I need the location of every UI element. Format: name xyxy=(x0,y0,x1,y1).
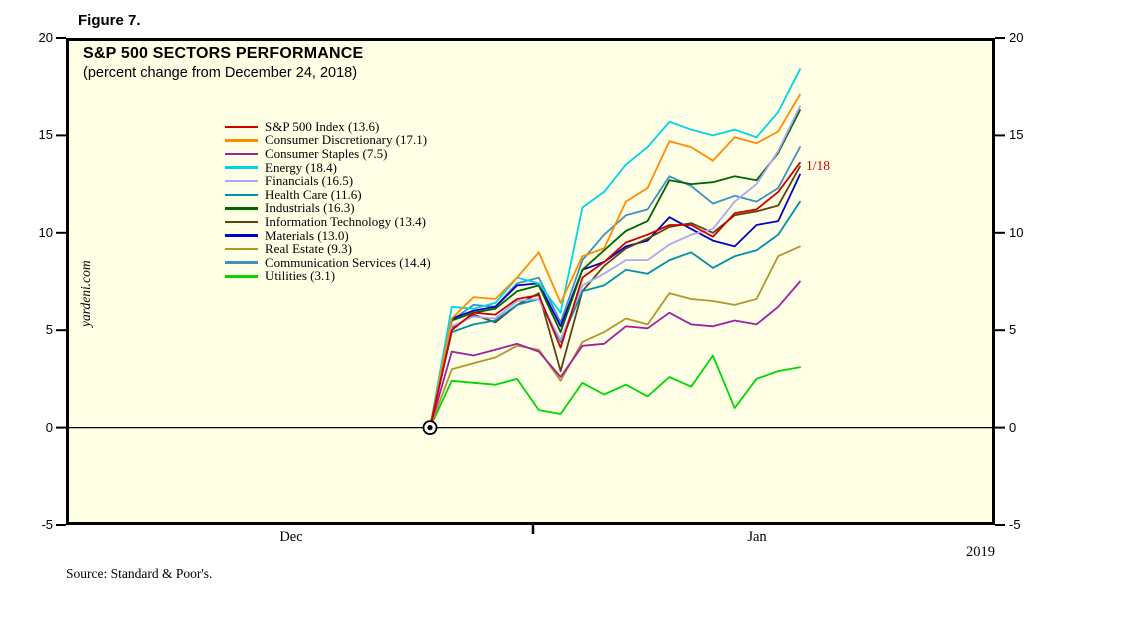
y-tick-label: 15 xyxy=(38,127,53,143)
legend: S&P 500 Index (13.6) Consumer Discretiona… xyxy=(225,118,431,284)
y-tick-label: 0 xyxy=(1009,419,1017,435)
legend-item: Health Care (11.6) xyxy=(225,186,431,202)
watermark: yardeni.com xyxy=(78,260,93,327)
legend-label: Information Technology (13.4) xyxy=(265,213,426,229)
y-axis-labels-right: 20 15 10 5 0 -5 xyxy=(1009,0,1049,621)
legend-line-swatch xyxy=(225,207,258,210)
chart-title-block: S&P 500 SECTORS PERFORMANCE (percent cha… xyxy=(83,45,363,81)
y-tick-label: 10 xyxy=(38,224,53,240)
x-axis-label-jan: Jan xyxy=(747,529,767,545)
legend-item: Information Technology (13.4) xyxy=(225,213,431,229)
x-axis-label-dec: Dec xyxy=(279,529,303,545)
legend-label: S&P 500 Index (13.6) xyxy=(265,118,380,134)
legend-item: S&P 500 Index (13.6) xyxy=(225,118,431,134)
chart-subtitle: (percent change from December 24, 2018) xyxy=(83,65,358,81)
legend-line-swatch xyxy=(225,166,258,169)
legend-label: Communication Services (14.4) xyxy=(265,254,431,270)
legend-label: Materials (13.0) xyxy=(265,227,349,243)
x-axis-year-label: 2019 xyxy=(966,544,995,560)
legend-item: Consumer Staples (7.5) xyxy=(225,145,431,161)
legend-item: Energy (18.4) xyxy=(225,159,431,175)
legend-label: Consumer Staples (7.5) xyxy=(265,145,388,161)
legend-item: Communication Services (14.4) xyxy=(225,254,431,270)
legend-item: Consumer Discretionary (17.1) xyxy=(225,132,431,148)
legend-label: Energy (18.4) xyxy=(265,159,337,175)
y-tick-label: 0 xyxy=(45,419,53,435)
source-note: Source: Standard & Poor's. xyxy=(66,566,213,581)
y-tick-label: 10 xyxy=(1009,224,1024,240)
legend-label: Consumer Discretionary (17.1) xyxy=(265,132,428,148)
legend-line-swatch xyxy=(225,193,258,197)
y-tick-label: -5 xyxy=(41,517,53,532)
last-date-annotation: 1/18 xyxy=(806,158,831,173)
legend-label: Utilities (3.1) xyxy=(265,268,336,284)
y-tick-label: 15 xyxy=(1009,127,1024,143)
chart-title: S&P 500 SECTORS PERFORMANCE xyxy=(83,45,364,62)
legend-item: Industrials (16.3) xyxy=(225,200,431,216)
legend-label: Health Care (11.6) xyxy=(265,186,362,202)
legend-item: Utilities (3.1) xyxy=(225,268,431,284)
legend-label: Industrials (16.3) xyxy=(265,200,355,216)
legend-line-swatch xyxy=(225,220,258,224)
y-tick-label: 5 xyxy=(1009,322,1017,338)
y-axis-labels-left: 20 15 10 5 0 -5 xyxy=(20,0,53,621)
plot-area xyxy=(66,38,995,525)
legend-line-swatch xyxy=(225,247,258,251)
legend-line-swatch xyxy=(225,139,258,142)
y-tick-label: 20 xyxy=(38,30,53,45)
legend-line-swatch xyxy=(225,261,258,264)
legend-line-swatch xyxy=(225,125,258,129)
y-tick-label: -5 xyxy=(1009,517,1021,532)
figure-label: Figure 7. xyxy=(78,12,141,29)
y-tick-label: 20 xyxy=(1009,30,1024,45)
legend-item: Financials (16.5) xyxy=(225,173,431,189)
legend-line-swatch xyxy=(225,152,258,156)
y-tick-label: 5 xyxy=(45,322,53,338)
legend-label: Financials (16.5) xyxy=(265,173,354,189)
legend-item: Materials (13.0) xyxy=(225,227,431,243)
legend-line-swatch xyxy=(225,234,258,237)
legend-label: Real Estate (9.3) xyxy=(265,241,352,257)
legend-line-swatch xyxy=(225,179,258,183)
legend-item: Real Estate (9.3) xyxy=(225,241,431,257)
legend-line-swatch xyxy=(225,275,258,278)
